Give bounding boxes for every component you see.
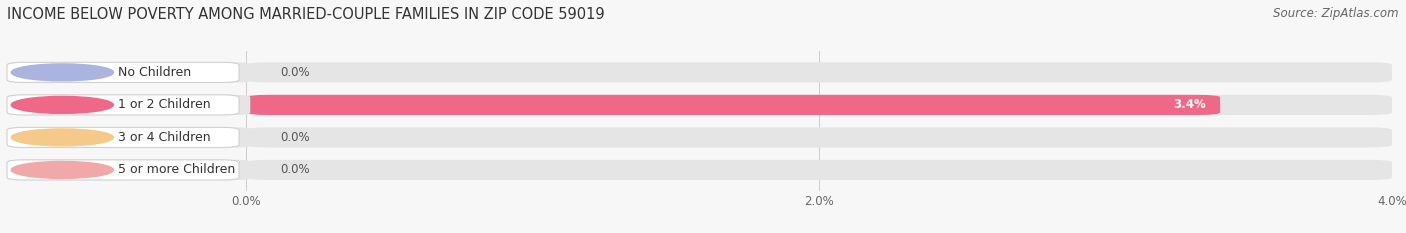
Text: Source: ZipAtlas.com: Source: ZipAtlas.com [1274,7,1399,20]
FancyBboxPatch shape [246,160,1392,180]
Text: 0.0%: 0.0% [280,131,311,144]
Text: No Children: No Children [118,66,191,79]
FancyBboxPatch shape [246,95,1220,115]
Text: 5 or more Children: 5 or more Children [118,163,235,176]
Text: 0.0%: 0.0% [280,163,311,176]
Text: 1 or 2 Children: 1 or 2 Children [118,98,211,111]
FancyBboxPatch shape [246,127,1392,147]
Text: 3.4%: 3.4% [1173,98,1206,111]
FancyBboxPatch shape [246,62,1392,82]
Text: 0.0%: 0.0% [280,66,311,79]
Text: 3 or 4 Children: 3 or 4 Children [118,131,211,144]
Text: INCOME BELOW POVERTY AMONG MARRIED-COUPLE FAMILIES IN ZIP CODE 59019: INCOME BELOW POVERTY AMONG MARRIED-COUPL… [7,7,605,22]
FancyBboxPatch shape [246,95,1392,115]
